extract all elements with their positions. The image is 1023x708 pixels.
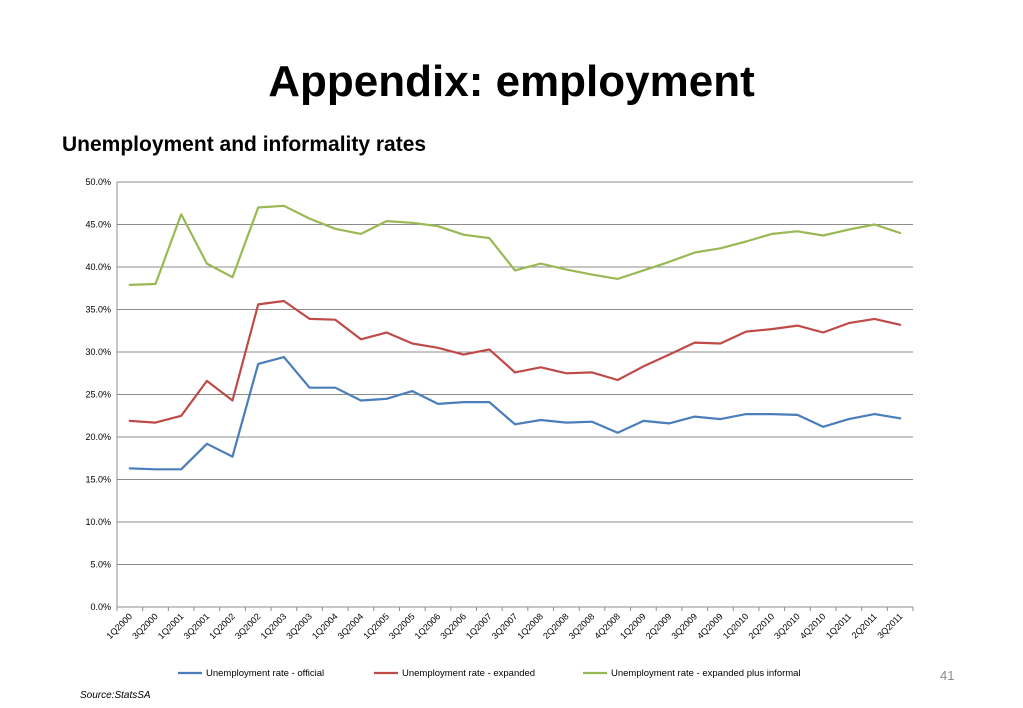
- x-tick-label: 3Q2002: [233, 611, 263, 641]
- x-tick-label: 1Q2001: [156, 611, 186, 641]
- x-tick-label: 1Q2006: [413, 611, 443, 641]
- x-tick-label: 2Q2008: [541, 611, 571, 641]
- x-tick-label: 3Q2005: [387, 611, 417, 641]
- x-tick-label: 3Q2001: [182, 611, 212, 641]
- x-tick-label: 2Q2011: [850, 611, 879, 640]
- series-layer: [128, 204, 902, 471]
- y-tick-label: 40.0%: [85, 262, 111, 272]
- chart-title: Unemployment and informality rates: [62, 133, 427, 156]
- x-tick-label: 1Q2000: [105, 611, 135, 641]
- y-tick-label: 20.0%: [85, 432, 111, 442]
- x-tick-label: 1Q2009: [618, 611, 648, 641]
- slide-title: Appendix: employment: [268, 57, 755, 106]
- legend: Unemployment rate - official Unemployment…: [178, 668, 801, 679]
- x-tick-label: 3Q2010: [772, 611, 802, 641]
- x-tick-label: 1Q2010: [721, 611, 751, 641]
- x-tick-label: 1Q2005: [361, 611, 391, 641]
- x-tick-label: 3Q2004: [336, 611, 366, 641]
- x-tick-label: 4Q2010: [798, 611, 828, 641]
- y-tick-label: 35.0%: [85, 305, 111, 315]
- y-tick-label: 25.0%: [85, 390, 111, 400]
- x-tick-label: 1Q2004: [310, 611, 340, 641]
- source-note: Source:StatsSA: [80, 690, 151, 701]
- grid-layer: [117, 181, 913, 608]
- y-tick-label: 30.0%: [85, 347, 111, 357]
- x-tick-label: 2Q2010: [746, 611, 776, 641]
- series-line-3: [128, 204, 902, 286]
- series-line-2: [128, 299, 902, 424]
- page-number: 41: [940, 668, 955, 683]
- legend-label-2: Unemployment rate - expanded: [402, 668, 535, 679]
- y-tick-label: 45.0%: [85, 220, 111, 230]
- y-tick-label: 5.0%: [90, 560, 111, 570]
- x-tick-label: 3Q2006: [438, 611, 468, 641]
- y-tick-label: 15.0%: [85, 475, 111, 485]
- x-tick-label: 3Q2011: [875, 611, 904, 640]
- axis-layer: 0.0% 5.0% 10.0% 15.0% 20.0% 25.0% 30.0% 35.0% 40…: [85, 177, 914, 641]
- y-tick-label: 50.0%: [85, 177, 111, 187]
- x-tick-label: 4Q2009: [695, 611, 725, 641]
- x-tick-label: 1Q2007: [464, 611, 494, 641]
- series-line-1: [128, 356, 902, 471]
- x-tick-label: 3Q2003: [284, 611, 314, 641]
- x-tick-label: 3Q2008: [567, 611, 597, 641]
- legend-label-3: Unemployment rate - expanded plus inform…: [611, 668, 801, 679]
- y-tick-label: 0.0%: [90, 602, 111, 612]
- x-tick-label: 2Q2009: [644, 611, 674, 641]
- x-tick-label: 3Q2007: [490, 611, 520, 641]
- x-tick-label: 4Q2008: [592, 611, 622, 641]
- x-tick-label: 1Q2011: [824, 611, 853, 640]
- y-tick-label: 10.0%: [85, 517, 111, 527]
- x-tick-label: 1Q2003: [259, 611, 289, 641]
- legend-label-1: Unemployment rate - official: [206, 668, 324, 679]
- x-tick-label: 1Q2002: [207, 611, 237, 641]
- x-tick-label: 3Q2009: [669, 611, 699, 641]
- x-tick-label: 1Q2008: [515, 611, 545, 641]
- x-tick-label: 3Q2000: [130, 611, 160, 641]
